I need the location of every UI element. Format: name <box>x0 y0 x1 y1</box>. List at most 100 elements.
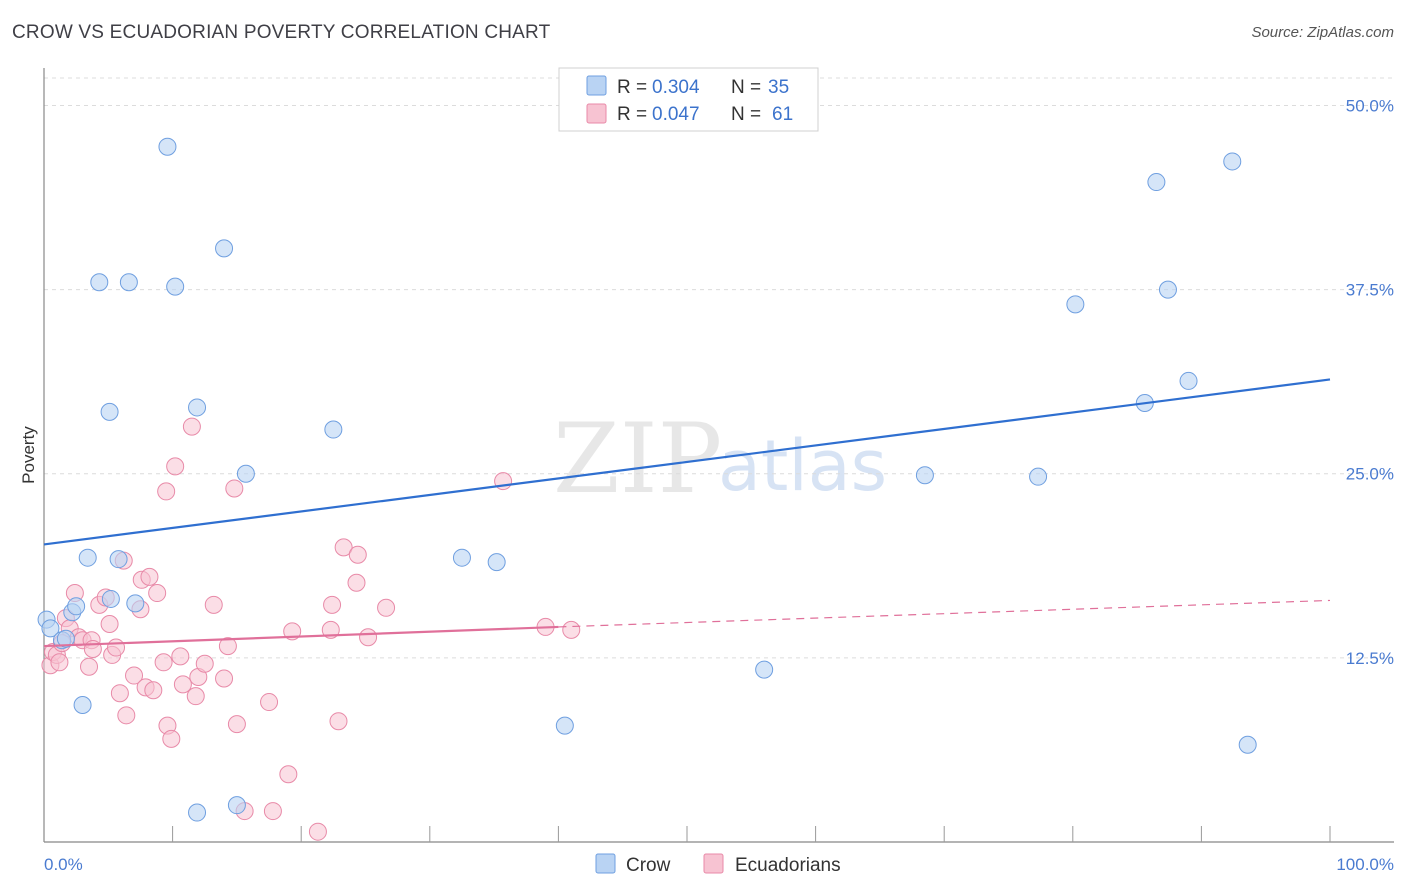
bottom-legend-ecu-label: Ecuadorians <box>735 855 841 876</box>
legend-ecu-r-value: 0.047 <box>652 104 700 125</box>
legend-crow-r-label: R = <box>617 77 647 98</box>
ecuadorians-point <box>204 595 223 614</box>
crow-point <box>555 716 574 735</box>
crow-point <box>1029 467 1048 486</box>
bottom-legend-ecu-swatch <box>703 853 724 874</box>
crow-point <box>109 550 128 569</box>
crow-point <box>1066 295 1085 314</box>
ecuadorians-point <box>215 669 234 688</box>
ecuadorians-point <box>308 822 327 841</box>
ecuadorians-point <box>107 638 126 657</box>
crow-point <box>1238 735 1257 754</box>
ecuadorians-point <box>263 802 282 821</box>
crow-point <box>755 660 774 679</box>
ecuadorians-point <box>157 482 176 501</box>
y-tick-label: 12.5% <box>1346 649 1394 668</box>
gridlines <box>44 77 1394 659</box>
legend-ecu-n-value: 61 <box>772 104 793 125</box>
crow-point <box>215 239 234 258</box>
ecuadorians-point <box>171 647 190 666</box>
ecuadorians-point <box>321 620 340 639</box>
crow-point <box>90 273 109 292</box>
x-tick-label-100: 100.0% <box>1336 855 1394 874</box>
ecuadorians-point <box>117 706 136 725</box>
watermark-atlas: atlas <box>718 425 887 507</box>
crow-point <box>166 277 185 296</box>
correlation-legend: R = 0.304 N = 35 R = 0.047 N = 61 <box>558 67 819 132</box>
crow-point <box>324 420 343 439</box>
crow-point <box>56 629 75 648</box>
legend-crow-r-value: 0.304 <box>652 77 700 98</box>
crow-point <box>1147 173 1166 192</box>
ecuadorians-point <box>359 628 378 647</box>
crow-point <box>487 553 506 572</box>
ecuadorians-point <box>260 693 279 712</box>
ecuadorians-point <box>148 584 167 603</box>
crow-point <box>188 803 207 822</box>
crow-point <box>452 548 471 567</box>
crow-point <box>67 597 86 616</box>
legend-ecu-n-label: N = <box>731 104 761 125</box>
crow-point <box>119 273 138 292</box>
x-axis-ticks <box>172 826 1331 842</box>
crow-point <box>78 548 97 567</box>
crow-point <box>1223 152 1242 171</box>
legend-crow-swatch <box>586 75 607 96</box>
crow-point <box>1179 371 1198 390</box>
ecuadorians-trend-projection <box>558 599 1331 628</box>
ecuadorians-point <box>125 666 144 685</box>
ecuadorians-point <box>347 573 366 592</box>
crow-point <box>101 589 120 608</box>
watermark-zip: ZIP <box>553 403 722 515</box>
ecuadorians-point <box>334 538 353 557</box>
ecuadorians-point <box>140 567 159 586</box>
bottom-legend-crow-label: Crow <box>626 855 671 876</box>
crow-points <box>37 137 1257 822</box>
crow-point <box>73 696 92 715</box>
legend-ecu-swatch <box>586 103 607 124</box>
ecuadorians-point <box>186 687 205 706</box>
ecuadorians-point <box>377 598 396 617</box>
ecuadorians-point <box>110 684 129 703</box>
x-tick-label-0: 0.0% <box>44 855 83 874</box>
y-tick-label: 50.0% <box>1346 96 1394 115</box>
chart-title: CROW VS ECUADORIAN POVERTY CORRELATION C… <box>12 22 551 43</box>
ecuadorians-point <box>218 637 237 656</box>
crow-point <box>126 594 145 613</box>
crow-point <box>158 137 177 156</box>
crow-point <box>188 398 207 417</box>
ecuadorians-trend-line <box>43 625 559 648</box>
crow-point <box>915 466 934 485</box>
ecuadorians-point <box>173 675 192 694</box>
bottom-legend-crow-swatch <box>595 853 616 874</box>
y-axis-label: Poverty <box>19 426 38 484</box>
y-tick-label: 25.0% <box>1346 465 1394 484</box>
ecuadorians-point <box>80 657 99 676</box>
ecuadorians-point <box>279 765 298 784</box>
y-tick-labels: 12.5% 25.0% 37.5% 50.0% <box>1346 96 1394 667</box>
crow-point <box>41 619 60 638</box>
ecuadorians-point <box>323 595 342 614</box>
legend-crow-n-label: N = <box>731 77 761 98</box>
crow-trend-line <box>43 378 1331 546</box>
ecuadorians-point <box>348 545 367 564</box>
ecuadorians-point <box>227 715 246 734</box>
crow-point <box>1158 280 1177 299</box>
legend-crow-n-value: 35 <box>768 77 789 98</box>
series-legend: Crow Ecuadorians <box>595 853 841 876</box>
crow-point <box>236 464 255 483</box>
ecuadorians-point <box>154 653 173 672</box>
ecuadorians-point <box>50 653 69 672</box>
ecuadorians-point <box>195 654 214 673</box>
y-tick-label: 37.5% <box>1346 281 1394 300</box>
legend-ecu-r-label: R = <box>617 104 647 125</box>
ecuadorians-point <box>225 479 244 498</box>
ecuadorians-point <box>166 457 185 476</box>
ecuadorians-point <box>100 614 119 633</box>
source-label: Source: ZipAtlas.com <box>1251 24 1394 41</box>
ecuadorians-point <box>162 729 181 748</box>
ecuadorians-point <box>144 681 163 700</box>
crow-point <box>227 796 246 815</box>
ecuadorians-point <box>182 417 201 436</box>
